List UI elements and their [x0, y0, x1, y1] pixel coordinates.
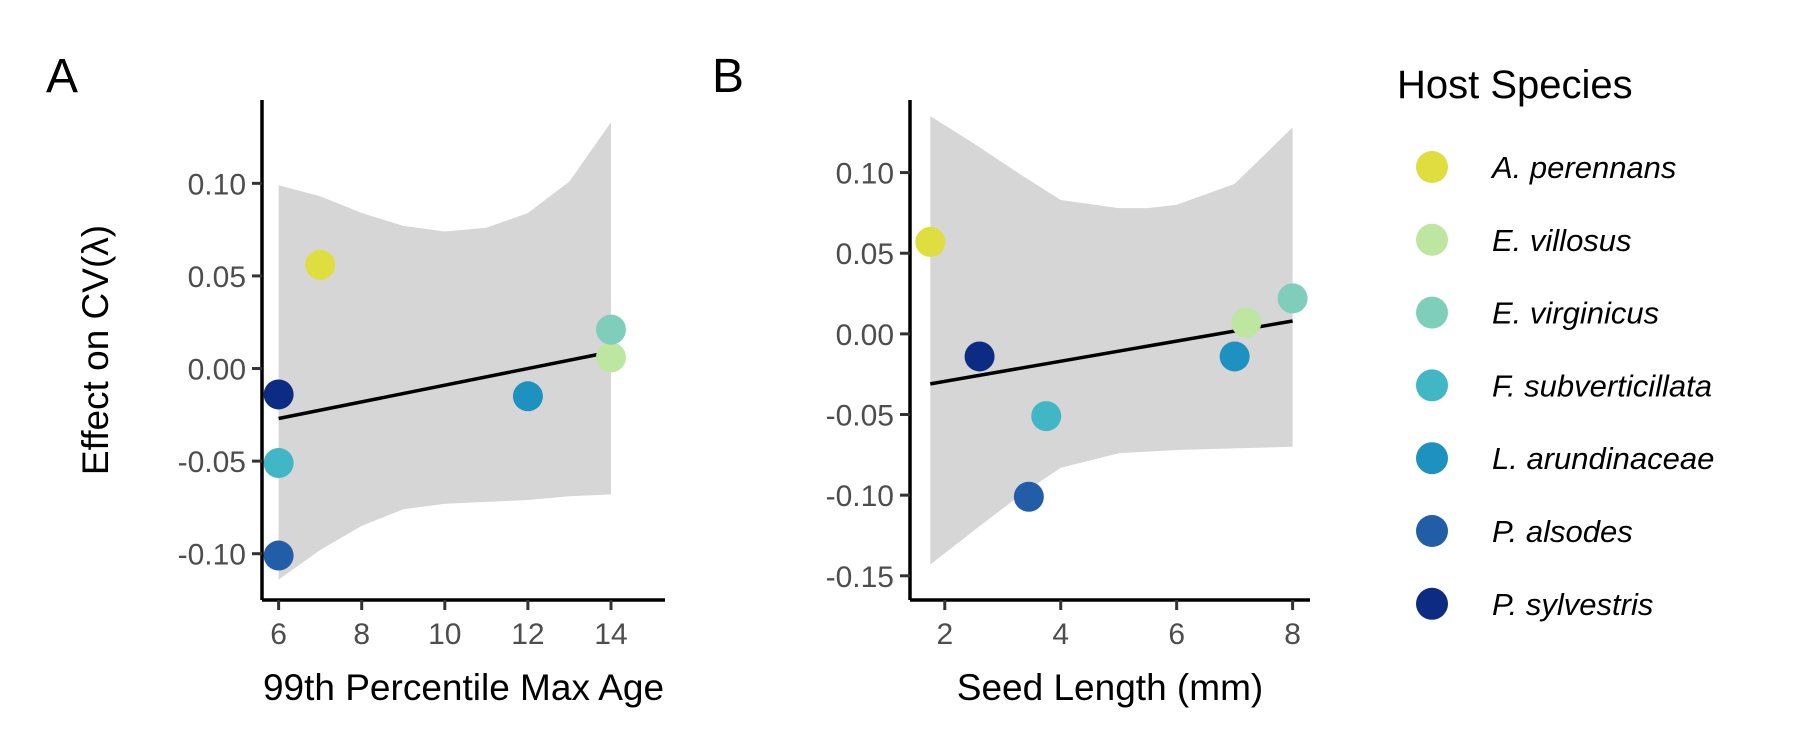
data-point-e-virginicus	[1277, 283, 1308, 314]
data-point-l-arundinaceae	[512, 381, 543, 412]
panel-b: B -0.15 -0.10 -0.05 0.00 0.05 0.10 2 4 6 8 Seed Len…	[712, 50, 1310, 708]
x-tick-label: 12	[511, 618, 544, 651]
legend-title: Host Species	[1397, 63, 1633, 107]
y-axis-title: Effect on CV(λ)	[75, 225, 116, 475]
x-tick-label: 14	[594, 618, 627, 651]
panel-label: A	[46, 50, 78, 103]
data-point-p-alsodes	[263, 540, 294, 571]
legend-item: F. subverticillata	[1416, 368, 1712, 403]
legend-label: P. alsodes	[1492, 514, 1633, 549]
legend-swatch	[1416, 515, 1448, 547]
data-point-e-villosus	[1231, 307, 1262, 338]
x-tick-label: 8	[1284, 618, 1301, 651]
legend-item: E. villosus	[1416, 223, 1632, 258]
panel-a: A -0.10 -0.05 0.00 0.05 0.10 6 8 10 12 14 99th Perc…	[46, 50, 665, 708]
legend: Host Species A. perennans E. villosus E. vi…	[1397, 63, 1714, 622]
y-tick-label: -0.10	[178, 539, 246, 572]
legend-item: A. perennans	[1416, 150, 1676, 185]
y-tick-label: 0.10	[188, 168, 246, 201]
legend-swatch	[1416, 223, 1448, 256]
data-point-f-subverticillata	[263, 447, 294, 478]
y-tick-label: 0.10	[836, 158, 894, 191]
data-point-a-perennans	[915, 226, 946, 257]
y-tick-label: -0.05	[826, 400, 894, 433]
x-tick-label: 4	[1052, 618, 1069, 651]
legend-label: F. subverticillata	[1492, 368, 1712, 403]
data-point-l-arundinaceae	[1219, 341, 1250, 372]
x-tick-label: 8	[353, 618, 370, 651]
legend-item: L. arundinaceae	[1416, 441, 1714, 476]
data-point-e-villosus	[595, 342, 626, 373]
legend-label: E. virginicus	[1492, 296, 1659, 331]
legend-label: E. villosus	[1492, 223, 1632, 258]
data-point-p-sylvestris	[964, 341, 995, 372]
y-tick-label: 0.05	[188, 261, 246, 294]
legend-swatch	[1416, 442, 1448, 475]
y-tick-label: -0.05	[178, 446, 246, 479]
panel-label: B	[712, 50, 744, 103]
legend-item: P. alsodes	[1416, 514, 1633, 549]
legend-label: P. sylvestris	[1492, 587, 1653, 622]
legend-swatch	[1416, 296, 1448, 329]
y-tick-label: -0.10	[826, 480, 894, 513]
data-point-f-subverticillata	[1031, 401, 1062, 432]
x-tick-label: 6	[270, 618, 287, 651]
y-tick-label: 0.05	[836, 238, 894, 271]
y-tick-label: 0.00	[836, 319, 894, 352]
x-tick-label: 10	[428, 618, 461, 651]
legend-label: L. arundinaceae	[1492, 441, 1714, 476]
y-tick-label: -0.15	[826, 561, 894, 594]
x-tick-label: 2	[936, 618, 953, 651]
regression-line	[929, 319, 1293, 386]
legend-item: E. virginicus	[1416, 296, 1659, 331]
x-tick-label: 6	[1168, 618, 1185, 651]
regression-line	[278, 350, 612, 421]
legend-label: A. perennans	[1490, 150, 1676, 185]
legend-swatch	[1416, 369, 1448, 402]
confidence-band	[930, 116, 1293, 565]
data-point-e-virginicus	[595, 314, 626, 345]
confidence-band	[278, 122, 611, 580]
y-tick-label: 0.00	[188, 354, 246, 387]
legend-swatch	[1416, 151, 1448, 183]
data-point-p-alsodes	[1013, 481, 1044, 512]
data-point-a-perennans	[305, 249, 336, 280]
x-axis-title: Seed Length (mm)	[957, 667, 1263, 708]
legend-swatch	[1416, 587, 1448, 620]
x-axis-title: 99th Percentile Max Age	[263, 667, 664, 708]
data-point-p-sylvestris	[263, 379, 294, 410]
legend-item: P. sylvestris	[1416, 587, 1653, 622]
